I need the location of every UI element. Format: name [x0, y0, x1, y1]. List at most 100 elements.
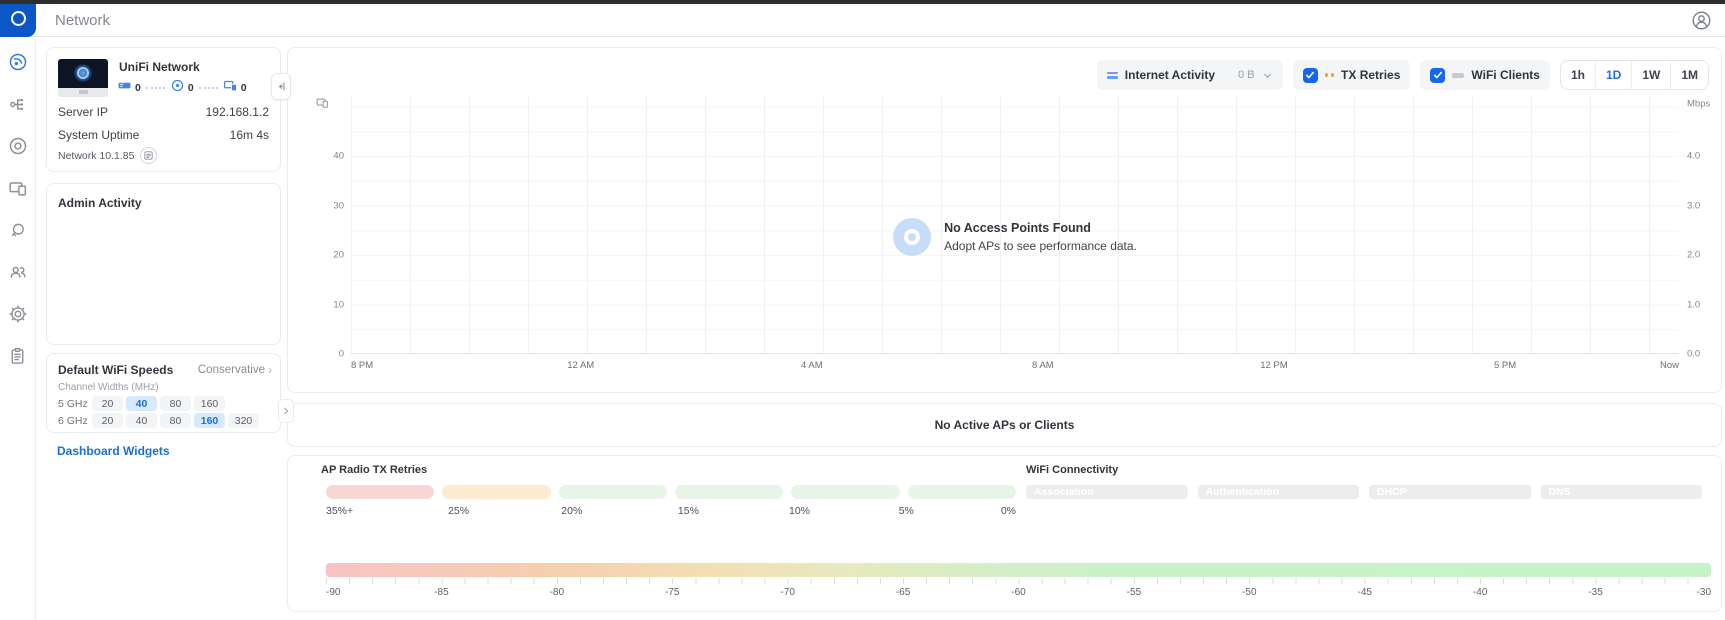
stage-dhcp: DHCP [1369, 485, 1531, 499]
y-axis-unit: Mbps [1687, 98, 1711, 110]
access-point-icon [893, 218, 932, 256]
wifi-connectivity-title: WiFi Connectivity [1026, 464, 1119, 476]
y-tick: 0.0 [1687, 348, 1701, 360]
gray-bar-icon [1452, 72, 1465, 78]
time-range-1d-active[interactable]: 1D [1594, 61, 1631, 89]
stage-authentication: Authentication [1197, 485, 1359, 499]
sidebar-item-clients[interactable] [5, 175, 31, 201]
tx-retries-scale [326, 485, 1016, 499]
sidebar-item-system-log[interactable] [5, 343, 31, 369]
band-row-6ghz: 6 GHz 20 40 80 160 320 [58, 413, 259, 428]
rssi-tick: -35 [1588, 587, 1603, 598]
clients-axis-icon [315, 95, 330, 115]
time-range-1w[interactable]: 1W [1631, 61, 1670, 89]
sidebar-item-admins[interactable] [5, 259, 31, 285]
rssi-tick: -75 [665, 587, 680, 598]
sidebar-item-insights[interactable] [5, 217, 31, 243]
stage-association: Association [1026, 485, 1188, 499]
sidebar-item-topology[interactable] [5, 91, 31, 117]
dashboard-widgets-link[interactable]: Dashboard Widgets [57, 444, 170, 458]
rssi-tick: -60 [1011, 587, 1026, 598]
chevron-right-icon: › [268, 363, 272, 377]
band-row-5ghz: 5 GHz 20 40 80 160 [58, 396, 225, 411]
system-title: UniFi Network [119, 60, 200, 74]
band-label: 5 GHz [58, 397, 88, 410]
wifi-clients-checkbox[interactable] [1430, 67, 1446, 83]
width-chip-160[interactable]: 160 [194, 396, 225, 411]
wifi-speeds-card: Default WiFi Speeds Conservative › Chann… [46, 353, 281, 433]
y-tick: 20 [333, 249, 344, 261]
switch-icon [170, 78, 185, 98]
width-chip-80[interactable]: 80 [160, 396, 191, 411]
window-top-strip [0, 0, 1725, 4]
x-tick: 8 AM [1032, 360, 1054, 371]
wifi-mode-button[interactable]: Conservative › [198, 363, 272, 377]
chart-controls: Internet Activity 0 B TX Retries WiFi Cl… [1096, 60, 1709, 90]
sidebar-item-dashboard[interactable] [5, 49, 31, 75]
tx-retries-checkbox[interactable] [1302, 67, 1318, 83]
radio-stats-panel: AP Radio TX Retries 35%+ 25% 20% 15% 10%… [287, 455, 1722, 612]
sidebar [0, 37, 36, 620]
tx-retries-segment [907, 485, 1016, 499]
width-chip-40-selected[interactable]: 40 [126, 396, 157, 411]
performance-chart-panel: Internet Activity 0 B TX Retries WiFi Cl… [287, 47, 1722, 393]
x-tick: 5 PM [1493, 360, 1517, 371]
tx-retries-segment [791, 485, 900, 499]
x-tick: 8 PM [351, 360, 374, 371]
width-chip-40[interactable]: 40 [126, 413, 157, 428]
band-label: 6 GHz [58, 414, 88, 427]
time-range-group: 1h 1D 1W 1M [1559, 60, 1709, 90]
rssi-tick: -65 [895, 587, 911, 598]
x-axis: 8 PM 12 AM 4 AM 8 AM 12 PM 5 PM Now [351, 360, 1679, 374]
network-version-row: Network 10.1.85 [58, 147, 158, 164]
client-devices-icon [223, 78, 238, 98]
x-tick: Now [1659, 360, 1679, 371]
width-chip-20[interactable]: 20 [92, 413, 123, 428]
unifi-logo[interactable] [0, 0, 36, 37]
tx-retries-tick: 10% [788, 505, 810, 517]
sidebar-item-settings[interactable] [5, 301, 31, 327]
width-chip-80[interactable]: 80 [160, 413, 191, 428]
rssi-tick-marks [326, 578, 1711, 584]
y-tick: 4.0 [1687, 150, 1701, 162]
uptime-row: System Uptime 16m 4s [58, 128, 269, 142]
sidebar-item-devices[interactable] [5, 133, 31, 159]
wifi-mode-label: Conservative [197, 364, 265, 376]
page-title: Network [55, 12, 111, 29]
x-tick: 12 PM [1260, 360, 1288, 371]
width-chip-320[interactable]: 320 [228, 413, 259, 428]
link-dots [145, 87, 165, 89]
uptime-value: 16m 4s [229, 128, 269, 142]
internet-activity-dropdown[interactable]: Internet Activity 0 B [1096, 60, 1283, 90]
system-info-card: UniFi Network 0 0 0 Server IP 192.168.1.… [46, 47, 281, 172]
orange-dots-icon [1324, 73, 1335, 77]
device-counts: 0 0 0 [117, 78, 247, 98]
expand-arrow[interactable] [278, 399, 294, 423]
y-tick: 3.0 [1687, 200, 1701, 211]
time-range-1m[interactable]: 1M [1670, 61, 1708, 89]
rssi-tick: -50 [1242, 587, 1257, 598]
release-notes-icon[interactable] [140, 147, 158, 164]
y-tick: 2.0 [1687, 249, 1701, 261]
collapse-sidebar-button[interactable] [271, 73, 291, 100]
admin-activity-card: Admin Activity [46, 183, 281, 345]
width-chip-160-selected[interactable]: 160 [194, 413, 225, 428]
chart-grid [351, 96, 1679, 354]
y-axis-mbps: Mbps 4.0 3.0 2.0 1.0 0.0 [1687, 96, 1721, 360]
account-icon[interactable] [1690, 9, 1713, 32]
tx-retries-toggle[interactable]: TX Retries [1292, 60, 1411, 90]
activity-bars-icon [1106, 71, 1118, 79]
wifi-clients-toggle[interactable]: WiFi Clients [1420, 60, 1550, 90]
app-header: Network [0, 0, 1725, 37]
rssi-tick: -40 [1472, 587, 1488, 598]
gateway-count: 0 [135, 82, 141, 94]
y-axis-clients: 40 30 20 10 0 [314, 96, 344, 360]
time-range-1h[interactable]: 1h [1570, 68, 1585, 82]
internet-activity-value: 0 B [1238, 69, 1255, 81]
tx-retries-tick: 20% [561, 505, 583, 517]
width-chip-20[interactable]: 20 [92, 396, 123, 411]
chart-empty-state: No Access Points Found Adopt APs to see … [351, 96, 1679, 354]
y-tick: 10 [333, 299, 344, 310]
rssi-tick: -45 [1357, 587, 1372, 598]
rssi-tick: -80 [549, 587, 565, 598]
